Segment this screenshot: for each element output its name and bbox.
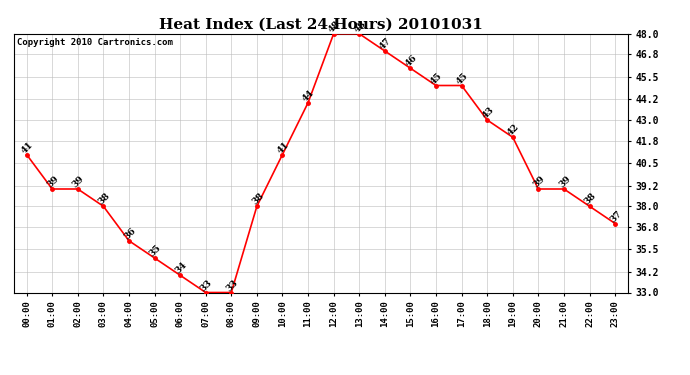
Text: 34: 34 [173,261,188,276]
Text: 33: 33 [224,278,239,293]
Text: 48: 48 [353,19,368,34]
Text: 39: 39 [71,174,86,190]
Text: 41: 41 [275,140,290,155]
Text: 36: 36 [122,226,137,242]
Text: 37: 37 [608,209,624,224]
Text: 42: 42 [506,123,521,138]
Text: 35: 35 [148,243,163,259]
Text: 39: 39 [557,174,573,190]
Text: 38: 38 [97,192,112,207]
Text: 39: 39 [531,174,546,190]
Text: 33: 33 [199,278,214,293]
Text: 41: 41 [19,140,35,155]
Text: 45: 45 [429,71,444,86]
Text: Copyright 2010 Cartronics.com: Copyright 2010 Cartronics.com [17,38,172,46]
Text: 48: 48 [326,19,342,34]
Text: 43: 43 [480,105,495,121]
Text: 38: 38 [250,192,266,207]
Text: 45: 45 [455,71,470,86]
Text: 46: 46 [404,54,419,69]
Text: 38: 38 [582,192,598,207]
Text: 39: 39 [46,174,61,190]
Text: 44: 44 [301,88,316,104]
Title: Heat Index (Last 24 Hours) 20101031: Heat Index (Last 24 Hours) 20101031 [159,17,483,31]
Text: 47: 47 [378,36,393,52]
